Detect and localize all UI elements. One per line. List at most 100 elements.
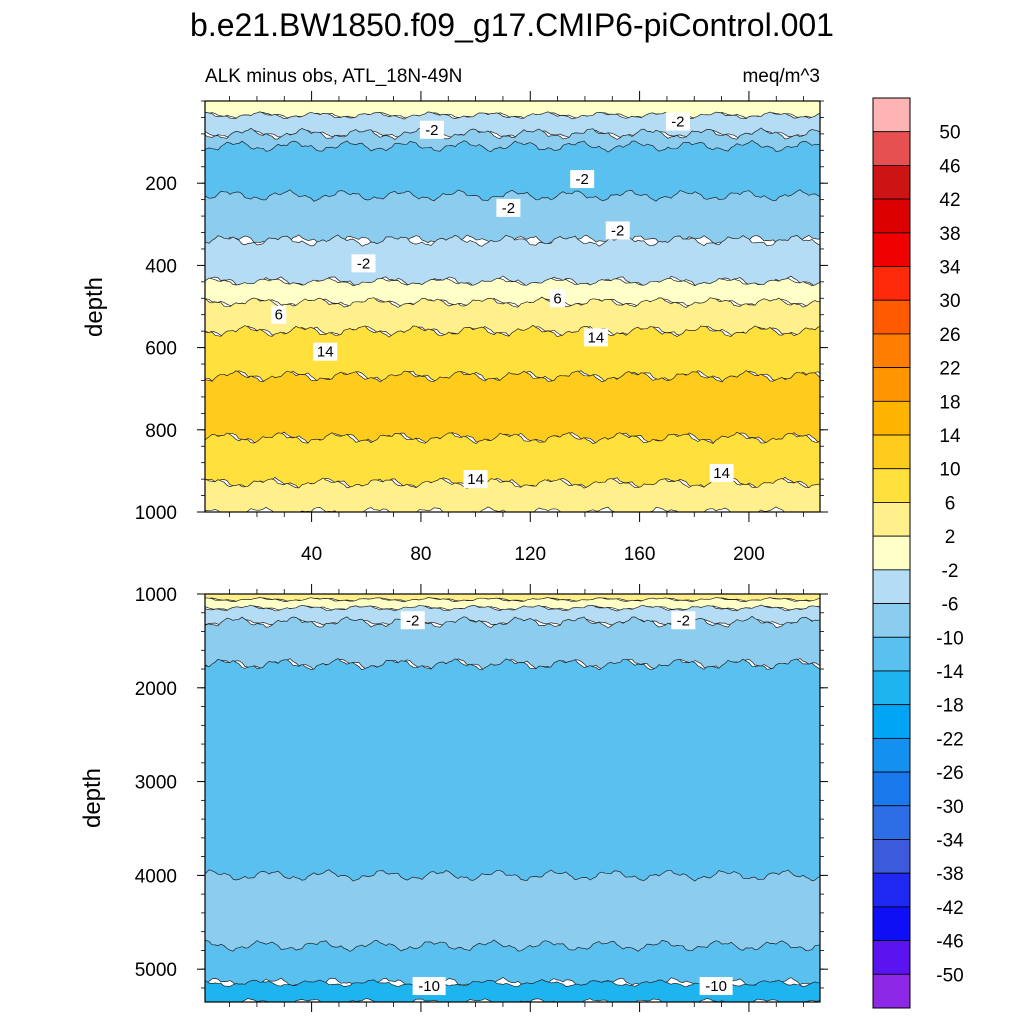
contour-label-bg [351,254,376,273]
xtick-label: 40 [301,544,322,565]
colorbar-swatch [872,636,911,672]
contour-label: -10 [418,978,440,995]
colorbar-swatch [872,704,911,739]
contour-label: -2 [671,114,684,131]
colorbar-swatch [872,266,911,301]
lower-panel: -2 -2 -10 -10 1000 2000 3000 4000 5000 [135,584,828,1012]
colorbar-swatch [872,805,911,840]
contour-label-bg [665,112,690,131]
contour-band-upper-4 [205,234,820,289]
contour-band-lower-5 [205,869,820,952]
ytick-label: 600 [145,339,177,360]
contour-band-upper-3 [205,139,820,202]
contour-band-lower-6 [205,979,820,1002]
contour-label-bg [400,611,425,630]
colorbar-swatch [872,737,911,773]
contour-label-bg [570,170,595,189]
colorbar-swatch [872,468,911,503]
colorbar-label: 38 [939,224,960,245]
contour-label-bg [496,198,521,217]
ytick-label: 4000 [135,866,177,887]
contour-label: 14 [467,471,484,488]
colorbar-label: -46 [936,932,963,953]
colorbar-swatch [872,973,911,1009]
colorbar-swatch [872,535,911,571]
upper-panel: -2 -2 -2 -2 -2 -2 6 6 14 14 14 14 200 400 600 800 1000 40… [135,91,828,565]
ytick-label: 5000 [135,960,177,981]
upper-ylabel: depth [81,277,108,337]
plot-frame-lower [204,593,821,1003]
ytick-label: 800 [145,421,177,442]
contour-label: 6 [553,290,561,307]
xtick-label: 200 [733,544,765,565]
contour-label: -2 [406,612,419,629]
colorbar-label: -18 [936,696,963,717]
colorbar-label: 22 [939,359,960,380]
colorbar-label: -50 [936,965,963,986]
xtick-label: 160 [624,544,656,565]
contour-label: -2 [677,612,690,629]
colorbar-swatch [872,670,911,706]
contour-label-bg [605,221,630,240]
colorbar-label: 2 [945,527,956,548]
contour-label-bg [550,289,566,308]
contour-band-upper-8 [205,370,820,445]
colorbar-label: 46 [939,156,960,177]
contour-label: 14 [588,329,605,346]
contour-label-bg [313,342,338,361]
colorbar-swatch [872,299,911,335]
colorbar-label: 14 [939,426,961,447]
colorbar-swatch [872,771,911,807]
contour-label: -2 [357,255,370,272]
ytick-label: 1000 [135,503,177,524]
contour-band-upper-10 [205,477,820,512]
xtick-label: 80 [410,544,431,565]
contour-label: -2 [502,200,515,217]
colorbar-label: -2 [942,561,959,582]
contour-label: 14 [713,465,730,482]
chart-title: b.e21.BW1850.f09_g17.CMIP6-piControl.001 [190,7,834,43]
colorbar-swatch [872,603,911,638]
colorbar-label: -14 [936,662,964,683]
colorbar-swatch [872,839,911,874]
contour-label: 14 [317,344,334,361]
colorbar-swatch [872,232,911,267]
subtitle-right: meq/m^3 [742,66,820,87]
plot-frame-upper [204,100,821,513]
colorbar-swatch [872,400,911,436]
colorbar-swatch [872,333,911,369]
colorbar-label: 26 [939,325,960,346]
colorbar-label: 42 [939,190,960,211]
colorbar-swatch [872,434,911,470]
ytick-label: 1000 [135,585,177,606]
contour-label-bg [271,305,287,324]
ytick-label: 2000 [135,679,177,700]
xtick-label: 120 [514,544,546,565]
contour-label: 6 [275,307,283,324]
colorbar-swatch [872,97,911,133]
colorbar-label: -30 [936,797,963,818]
contour-label: -2 [576,171,589,188]
colorbar-label: 50 [939,123,960,144]
colorbar-swatch [872,165,911,200]
colorbar-label: -34 [936,830,964,851]
lower-ylabel: depth [79,768,106,828]
colorbar-label: -10 [936,628,963,649]
colorbar-label: 34 [939,258,961,279]
colorbar-label: 30 [939,291,960,312]
colorbar-swatch [872,940,911,975]
contour-label-bg [463,470,488,489]
colorbar-label: -6 [942,595,959,616]
colorbar-swatch [872,569,911,604]
colorbar-label: -26 [936,763,963,784]
colorbar: 50 46 42 38 34 30 26 22 18 14 10 6 2 -2 -6 -10 -14 -18 -22… [872,97,964,1009]
colorbar-swatch [872,906,911,941]
subtitle-left: ALK minus obs, ATL_18N-49N [205,66,462,87]
contour-label-bg [699,977,733,996]
colorbar-frame [872,97,911,1009]
contour-label: -10 [705,978,727,995]
contour-label-bg [709,463,734,482]
ytick-label: 200 [145,174,177,195]
ytick-label: 400 [145,256,177,277]
